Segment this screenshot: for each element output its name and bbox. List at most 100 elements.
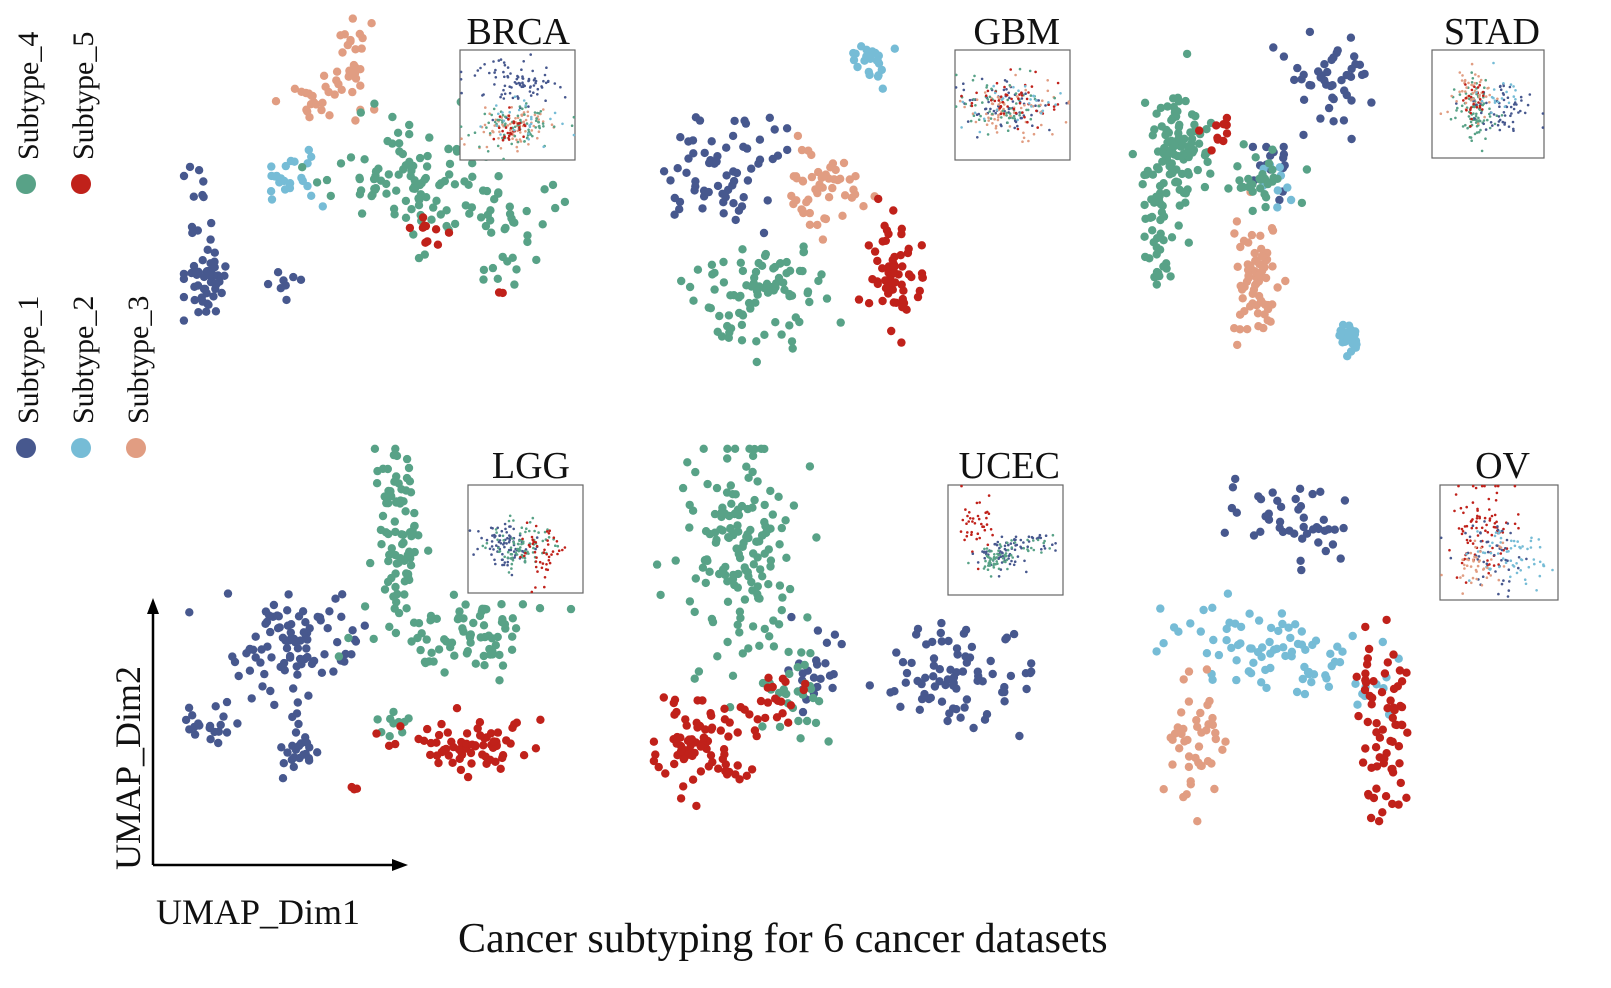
inset-subtype-5-point	[547, 555, 551, 559]
subtype-4-point	[745, 444, 754, 453]
inset-subtype-4-point	[473, 131, 477, 134]
subtype-1-point	[1329, 117, 1338, 126]
subtype-2-point	[1202, 649, 1212, 658]
inset-subtype-4-point	[1011, 116, 1014, 120]
inset-subtype-4-point	[1004, 552, 1008, 555]
subtype-5-point	[1398, 720, 1407, 730]
series-subtype-4	[677, 242, 845, 367]
subtype-2-point	[1257, 678, 1266, 687]
subtype-4-point	[380, 492, 389, 501]
subtype-4-point	[711, 538, 721, 547]
inset-subtype-4-point	[502, 539, 506, 542]
subtype-1-point	[958, 667, 968, 676]
subtype-5-point	[479, 741, 488, 750]
subtype-1-point	[305, 624, 314, 633]
subtype-3-point	[332, 67, 342, 76]
subtype-1-point	[1347, 134, 1356, 144]
subtype-1-point	[211, 284, 220, 294]
inset-subtype-3-point	[515, 145, 519, 149]
inset-subtype-5-point	[555, 540, 559, 543]
inset-subtype-1-point	[503, 522, 507, 526]
subtype-1-point	[952, 684, 961, 693]
subtype-4-point	[1148, 131, 1158, 140]
subtype-4-point	[704, 303, 713, 312]
inset-subtype-5-point	[543, 548, 546, 552]
inset-subtype-5-point	[541, 562, 545, 565]
subtype-1-point	[1269, 43, 1278, 52]
subtype-5-point	[745, 710, 754, 719]
subtype-4-point	[782, 257, 791, 267]
inset-subtype-1-point	[1464, 531, 1467, 535]
subtype-4-point	[789, 501, 799, 510]
inset-subtype-4-point	[979, 114, 982, 118]
subtype-5-point	[1388, 799, 1397, 809]
inset-subtype-5-point	[1467, 94, 1471, 98]
inset-subtype-4-point	[1001, 557, 1005, 560]
subtype-5-point	[716, 726, 725, 735]
inset-subtype-1-point	[1022, 541, 1025, 544]
subtype-5-point	[456, 765, 466, 775]
inset-subtype-5-point	[1475, 517, 1479, 520]
inset-subtype-2-point	[961, 100, 965, 104]
inset-subtype-5-point	[1513, 484, 1517, 488]
inset-subtype-2-point	[1488, 544, 1492, 548]
inset-subtype-5-point	[1469, 111, 1472, 115]
subtype-4-point	[685, 597, 695, 606]
inset-subtype-2-point	[527, 138, 530, 141]
subtype-4-point	[1177, 137, 1187, 147]
subtype-4-point	[1194, 139, 1204, 148]
subtype-5-point	[854, 295, 864, 304]
subtype-4-point	[751, 267, 761, 277]
inset-subtype-4-point	[510, 142, 513, 146]
subtype-1-point	[969, 723, 978, 733]
inset-subtype-4-point	[523, 140, 526, 143]
inset-subtype-3-point	[991, 102, 995, 106]
inset-subtype-4-point	[989, 561, 992, 565]
inset-subtype-1-point	[503, 545, 506, 549]
inset-subtype-1-point	[1010, 559, 1013, 563]
inset-subtype-2-point	[1538, 560, 1542, 564]
inset-subtype-3-point	[550, 123, 554, 126]
inset-subtype-4-point	[513, 125, 517, 129]
inset-subtype-5-point	[991, 533, 994, 537]
subtype-4-point	[800, 660, 809, 670]
subtype-4-point	[752, 357, 761, 367]
inset-subtype-1-point	[497, 59, 501, 62]
subtype-4-point	[723, 637, 732, 647]
inset-subtype-3-point	[1459, 576, 1462, 579]
inset-subtype-1-point	[504, 527, 507, 531]
subtype-4-point	[326, 191, 335, 201]
inset-subtype-3-point	[1009, 114, 1012, 118]
inset-subtype-2-point	[1505, 550, 1509, 553]
subtype-1-point	[728, 131, 738, 141]
subtype-4-point	[708, 617, 718, 627]
subtype-5-point	[897, 280, 906, 289]
inset-subtype-1-point	[547, 79, 550, 83]
inset-subtype-5-point	[547, 559, 551, 562]
inset-subtype-1-point	[527, 105, 530, 108]
subtype-2-point	[1281, 651, 1290, 661]
inset-subtype-4-point	[1028, 69, 1032, 73]
subtype-4-point	[760, 500, 769, 510]
subtype-4-point	[799, 248, 808, 257]
inset-subtype-1-point	[989, 107, 992, 111]
subtype-3-point	[337, 85, 346, 95]
inset-subtype-3-point	[1488, 101, 1491, 104]
subtype-5-point	[868, 275, 877, 284]
subtype-4-point	[444, 144, 453, 154]
subtype-1-point	[245, 644, 255, 654]
inset-subtype-5-point	[1491, 546, 1494, 550]
subtype-4-point	[393, 128, 403, 137]
subtype-4-point	[678, 483, 688, 493]
inset-frame	[1431, 49, 1545, 159]
subtype-4-point	[1147, 195, 1156, 204]
subtype-2-point	[307, 152, 316, 161]
inset-subtype-3-point	[1467, 81, 1470, 85]
subtype-4-point	[744, 644, 753, 653]
subtype-1-point	[812, 656, 821, 665]
subtype-2-point	[1287, 647, 1297, 656]
subtype-4-point	[384, 556, 393, 566]
inset-subtype-4-point	[532, 546, 535, 550]
inset-subtype-2-point	[1493, 101, 1497, 104]
subtype-1-point	[937, 618, 946, 628]
